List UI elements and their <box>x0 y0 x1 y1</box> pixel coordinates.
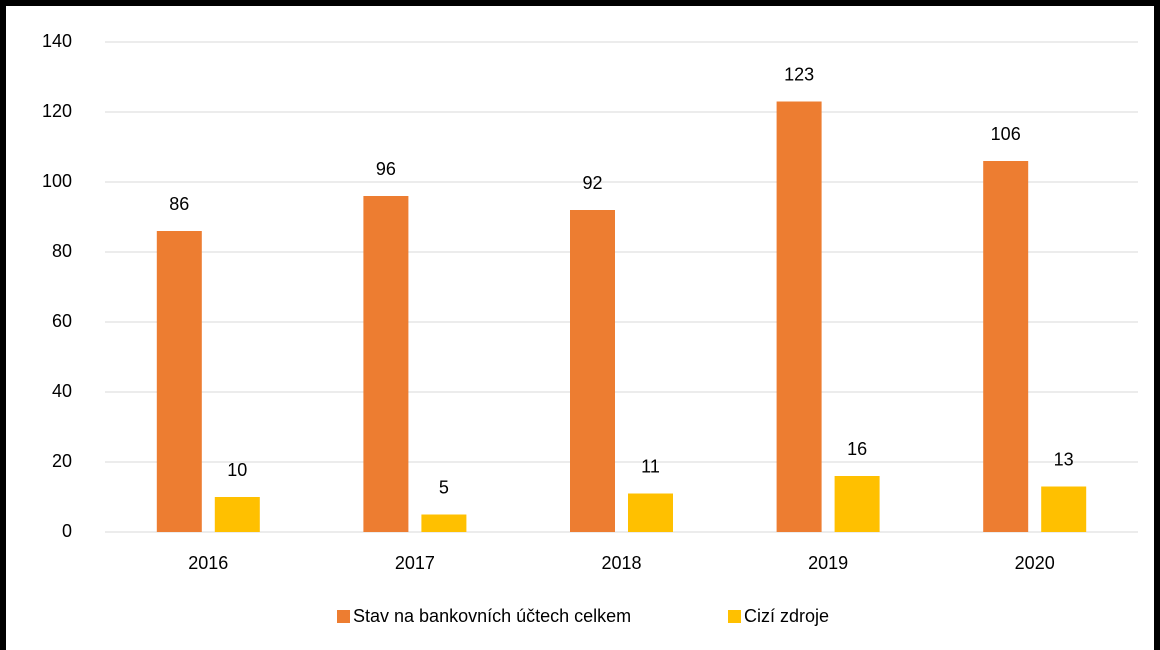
data-label: 13 <box>1054 449 1074 469</box>
data-label: 123 <box>784 64 814 84</box>
data-label: 16 <box>847 439 867 459</box>
bar <box>214 497 260 532</box>
data-label: 92 <box>582 173 602 193</box>
bar <box>1041 486 1087 532</box>
legend-label: Cizí zdroje <box>744 606 829 626</box>
data-label: 11 <box>641 456 660 476</box>
x-tick-label: 2019 <box>808 553 848 573</box>
legend-swatch <box>728 610 741 623</box>
data-label: 96 <box>376 159 396 179</box>
bar <box>776 101 822 532</box>
y-tick-label: 0 <box>62 521 72 541</box>
x-tick-label: 2016 <box>188 553 228 573</box>
x-tick-label: 2020 <box>1015 553 1055 573</box>
bar <box>363 196 409 532</box>
bar <box>834 476 880 532</box>
y-tick-label: 140 <box>42 31 72 51</box>
bar <box>983 161 1029 532</box>
data-label: 86 <box>169 194 189 214</box>
y-tick-label: 20 <box>52 451 72 471</box>
bar <box>628 493 673 532</box>
x-tick-label: 2017 <box>395 553 435 573</box>
legend-label: Stav na bankovních účtech celkem <box>353 606 631 626</box>
x-tick-label: 2018 <box>601 553 641 573</box>
legend-swatch <box>337 610 350 623</box>
y-tick-label: 80 <box>52 241 72 261</box>
data-label: 106 <box>991 124 1021 144</box>
bar <box>421 514 467 532</box>
y-tick-label: 100 <box>42 171 72 191</box>
bar <box>156 231 202 532</box>
data-label: 10 <box>227 460 247 480</box>
data-label: 5 <box>439 477 449 497</box>
y-tick-label: 60 <box>52 311 72 331</box>
bar <box>570 210 615 532</box>
y-tick-label: 40 <box>52 381 72 401</box>
y-tick-label: 120 <box>42 101 72 121</box>
